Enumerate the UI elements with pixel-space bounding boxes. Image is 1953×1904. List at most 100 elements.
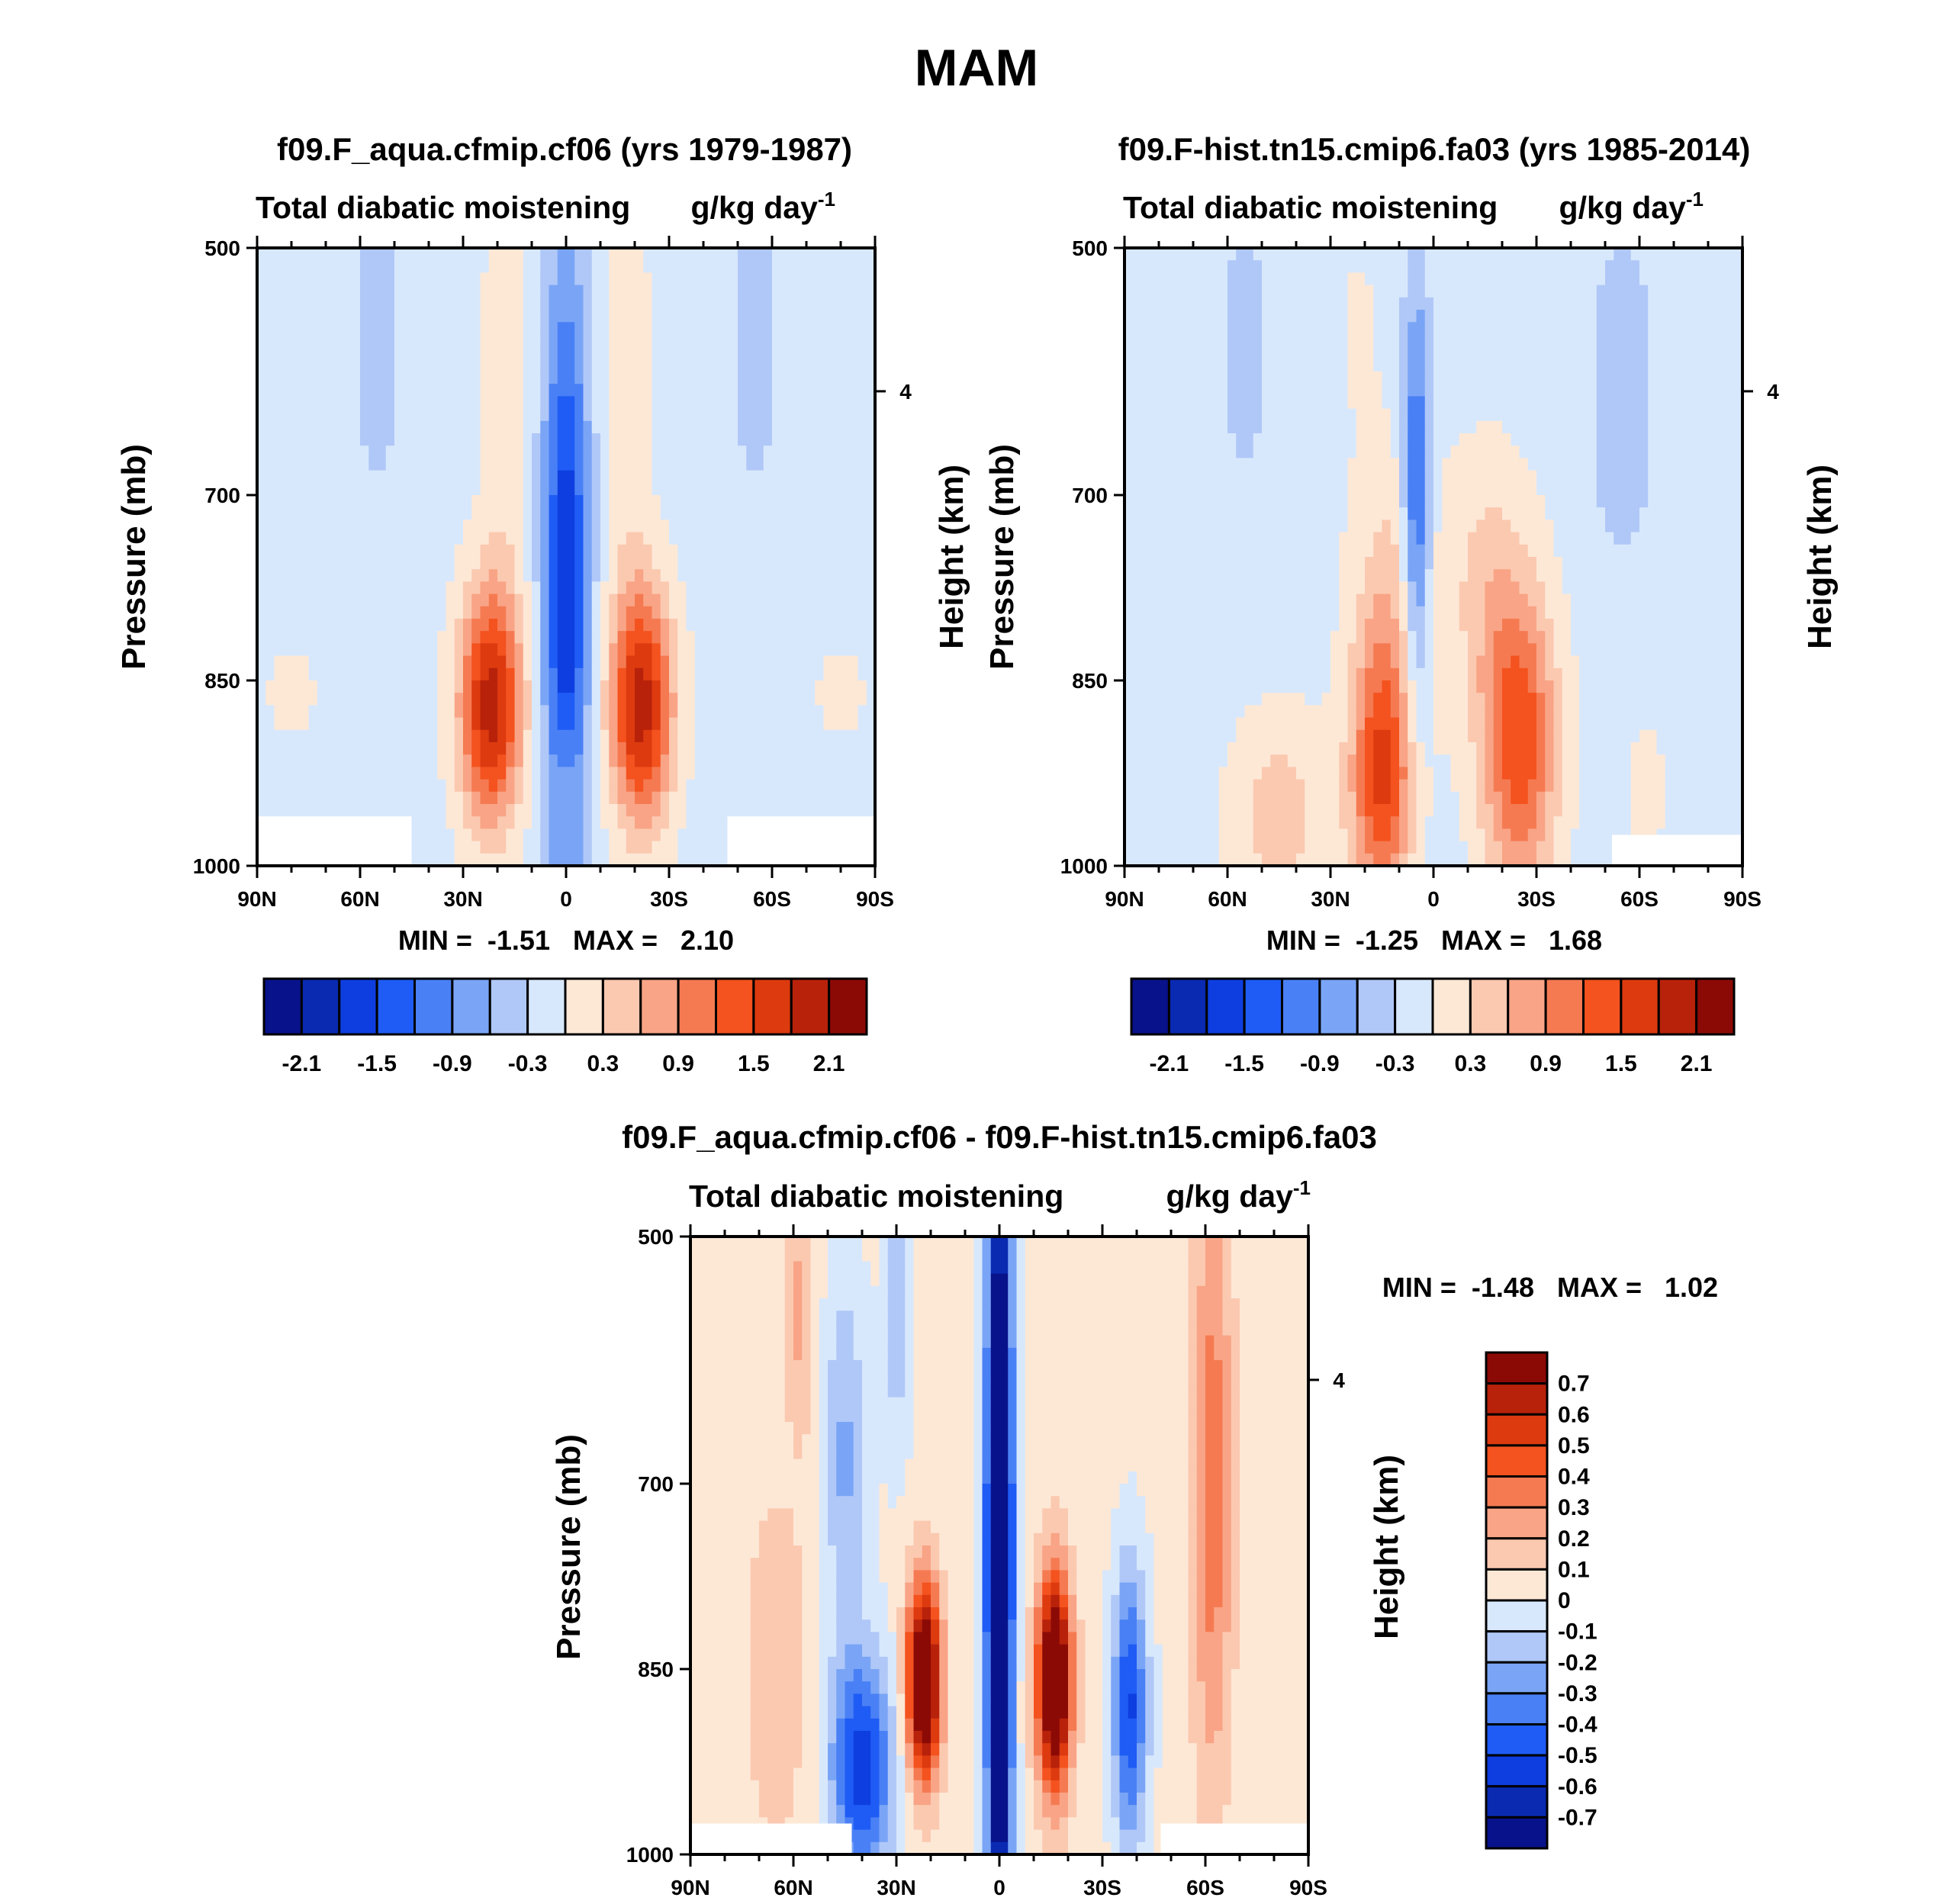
field-cell [1287, 631, 1297, 645]
field-cell [1141, 693, 1151, 706]
field-cell [660, 655, 670, 669]
field-cell [1150, 445, 1160, 459]
field-cell [1339, 297, 1349, 310]
field-cell [849, 619, 859, 632]
field-cell [746, 767, 756, 780]
field-cell [609, 482, 619, 496]
field-cell [429, 754, 439, 768]
field-cell [797, 420, 807, 434]
field-cell [815, 557, 825, 570]
field-cell [694, 705, 704, 719]
field-cell [789, 754, 799, 768]
field-cell [282, 581, 292, 595]
field-cell [1159, 322, 1169, 336]
field-cell [308, 557, 318, 570]
field-cell [1330, 791, 1340, 805]
field-cell [635, 445, 645, 459]
field-cell [866, 322, 876, 336]
field-cell [308, 248, 318, 261]
field-cell [411, 643, 421, 657]
field-cell [282, 297, 292, 310]
field-cell [720, 285, 730, 298]
field-cell [815, 779, 825, 793]
field-cell [377, 655, 387, 669]
field-cell [626, 655, 635, 669]
field-cell [471, 519, 481, 533]
field-cell [652, 693, 661, 706]
field-cell [446, 346, 455, 360]
field-cell [282, 272, 292, 286]
field-cell [1125, 322, 1134, 336]
field-cell [1339, 396, 1349, 410]
field-cell [540, 285, 550, 298]
field-cell [660, 619, 670, 632]
field-cell [1133, 346, 1143, 360]
field-cell [1244, 408, 1254, 422]
field-cell [600, 779, 610, 793]
field-cell [1133, 310, 1143, 323]
field-cell [1133, 643, 1143, 657]
field-cell [566, 680, 576, 693]
field-cell [635, 581, 645, 595]
field-cell [617, 791, 627, 805]
field-cell [1244, 482, 1254, 496]
field-cell [686, 742, 696, 755]
field-cell [446, 334, 455, 348]
field-cell [549, 346, 558, 360]
field-cell [591, 705, 601, 719]
field-cell [368, 420, 378, 434]
field-cell [652, 272, 661, 286]
field-cell [403, 693, 413, 706]
field-cell [609, 495, 619, 508]
field-cell [1236, 396, 1246, 410]
field-cell [635, 569, 645, 583]
field-cell [403, 729, 413, 743]
field-cell [686, 680, 696, 693]
field-cell [1296, 804, 1306, 817]
field-cell [377, 470, 387, 484]
field-cell [1176, 767, 1186, 780]
field-cell [446, 606, 455, 619]
field-cell [841, 606, 851, 619]
field-cell [574, 767, 584, 780]
field-cell [300, 297, 310, 310]
field-cell [351, 619, 361, 632]
field-cell [1330, 445, 1340, 459]
field-cell [815, 322, 825, 336]
field-cell [841, 680, 851, 693]
field-cell [351, 717, 361, 731]
field-cell [317, 272, 327, 286]
field-cell [686, 593, 696, 607]
field-cell [1125, 619, 1134, 632]
field-cell [429, 248, 439, 261]
field-cell [429, 396, 439, 410]
field-cell [1133, 272, 1143, 286]
field-cell [1253, 841, 1263, 854]
field-cell [772, 705, 782, 719]
field-cell [368, 408, 378, 422]
field-cell [360, 779, 370, 793]
field-cell [677, 581, 687, 595]
field-cell [617, 557, 627, 570]
field-cell [497, 804, 507, 817]
field-cell [669, 557, 679, 570]
field-cell [360, 420, 370, 434]
field-cell [446, 680, 455, 693]
colorbar-box [639, 977, 680, 1036]
field-cell [635, 408, 645, 422]
field-cell [1279, 346, 1289, 360]
field-cell [797, 260, 807, 274]
field-cell [1202, 767, 1211, 780]
field-cell [514, 519, 524, 533]
field-cell [566, 310, 576, 323]
field-cell [265, 248, 275, 261]
field-cell [1305, 445, 1314, 459]
field-cell [652, 804, 661, 817]
field-cell [437, 544, 447, 558]
field-cell [506, 272, 516, 286]
field-cell [780, 754, 790, 768]
field-cell [317, 482, 327, 496]
panel-1-colorbar: -2.1 -1.5 -0.9 -0.3 0.3 0.9 1.5 2.1 [262, 977, 868, 1076]
field-cell [591, 742, 601, 755]
field-cell [282, 791, 292, 805]
